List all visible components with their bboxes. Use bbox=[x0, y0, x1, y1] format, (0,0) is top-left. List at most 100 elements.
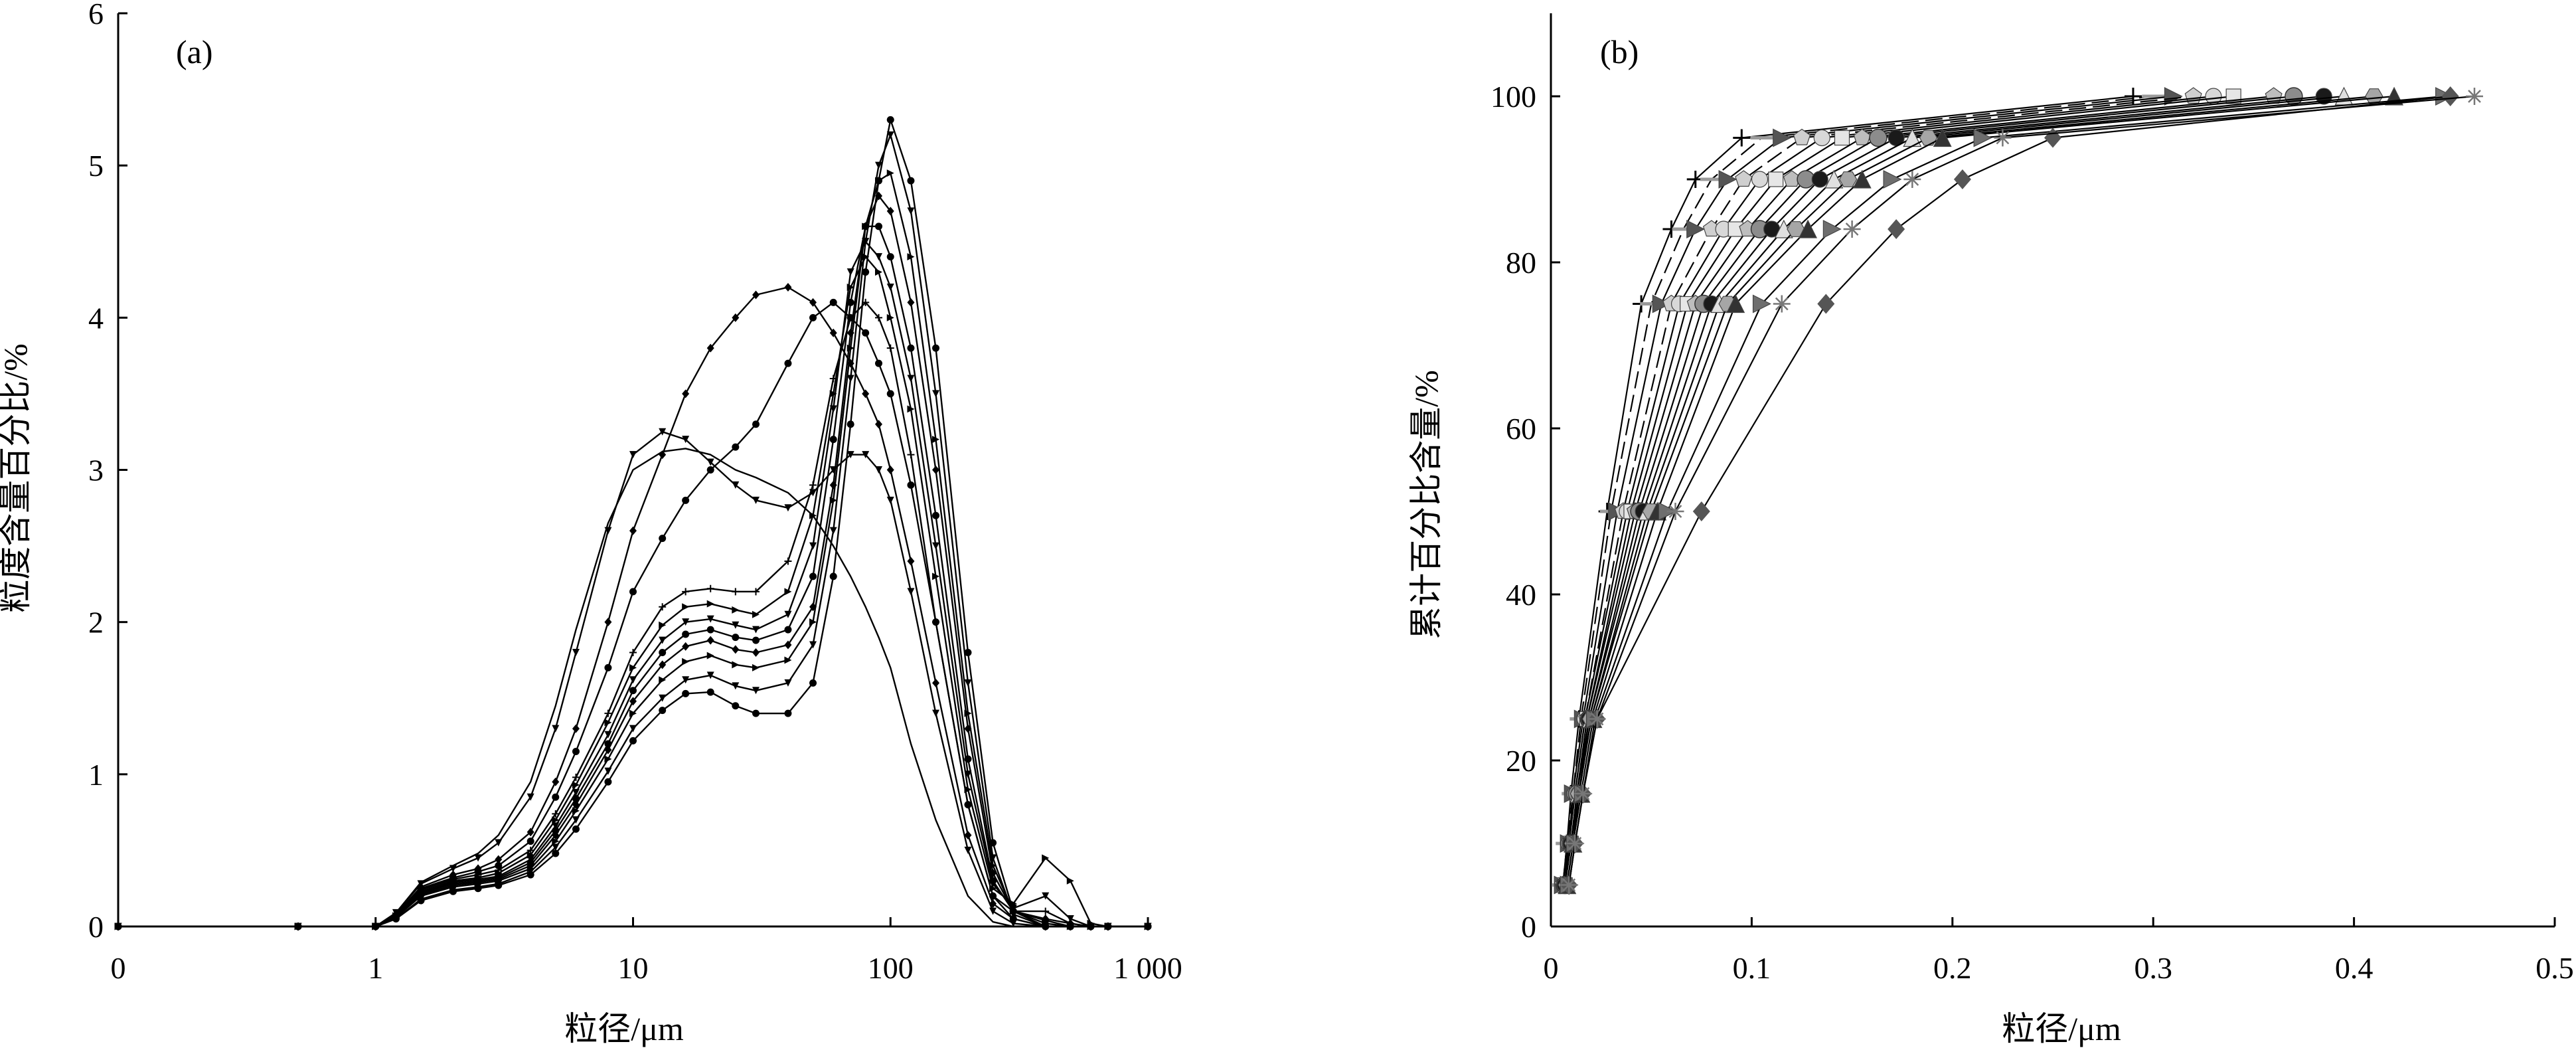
data-point bbox=[907, 207, 915, 215]
data-point bbox=[1773, 128, 1792, 147]
data-point bbox=[1009, 900, 1017, 908]
data-point bbox=[629, 526, 637, 535]
data-point bbox=[886, 116, 894, 124]
series-line bbox=[118, 286, 1148, 928]
data-point bbox=[886, 390, 894, 398]
data-point bbox=[809, 602, 817, 612]
data-point bbox=[886, 466, 894, 474]
panel-a: (a) 粒径/μm 粒度含量百分比/% 0 1 2 3 4 5 6 0 1 10 100 1 000 bbox=[0, 0, 1182, 1047]
data-point bbox=[886, 169, 894, 177]
data-point bbox=[989, 907, 997, 915]
data-point bbox=[706, 615, 714, 623]
data-point bbox=[1888, 219, 1905, 239]
data-point bbox=[682, 689, 690, 697]
data-point bbox=[682, 642, 690, 651]
series-line bbox=[1566, 95, 2395, 885]
data-point bbox=[1042, 917, 1050, 924]
data-point bbox=[752, 588, 760, 596]
data-point bbox=[552, 777, 560, 786]
data-point bbox=[629, 725, 637, 733]
data-point bbox=[907, 405, 915, 413]
data-point bbox=[1726, 294, 1745, 313]
data-point bbox=[809, 489, 817, 497]
data-point bbox=[1733, 129, 1751, 147]
data-point bbox=[875, 420, 883, 429]
data-point bbox=[907, 253, 915, 261]
data-point bbox=[846, 451, 854, 459]
series-8 bbox=[1556, 87, 2303, 895]
data-point bbox=[706, 466, 714, 474]
series-12 bbox=[1558, 86, 2404, 895]
data-point bbox=[875, 222, 883, 230]
y-tick-label: 80 bbox=[1506, 246, 1536, 280]
series-line bbox=[1562, 95, 2194, 885]
data-point bbox=[572, 788, 580, 796]
data-point bbox=[907, 481, 915, 489]
data-point bbox=[706, 636, 714, 645]
data-point bbox=[604, 719, 612, 727]
series-line bbox=[118, 240, 1148, 928]
data-point bbox=[752, 687, 760, 695]
panel-a-series bbox=[114, 116, 1152, 931]
data-point bbox=[1042, 854, 1050, 862]
data-point bbox=[886, 207, 894, 216]
data-point bbox=[875, 268, 883, 276]
series-13 bbox=[1560, 87, 2455, 895]
data-point bbox=[1652, 294, 1671, 313]
data-point bbox=[784, 679, 792, 687]
data-point bbox=[706, 626, 714, 634]
data-point bbox=[526, 828, 534, 837]
series-2 bbox=[1552, 94, 2165, 887]
data-point bbox=[1042, 892, 1050, 900]
data-point bbox=[1811, 171, 1828, 188]
data-point bbox=[784, 557, 792, 565]
data-point bbox=[572, 747, 580, 755]
x-tick-label: 0 bbox=[111, 951, 126, 985]
y-tick-label: 1 bbox=[88, 758, 104, 792]
data-point bbox=[964, 846, 972, 854]
series-12 bbox=[118, 448, 1148, 928]
data-point bbox=[495, 855, 503, 864]
data-point bbox=[659, 535, 667, 543]
data-point bbox=[862, 222, 870, 230]
series-6 bbox=[1557, 88, 2241, 893]
data-point bbox=[875, 359, 883, 367]
data-point bbox=[629, 737, 637, 745]
data-point bbox=[572, 649, 580, 656]
data-point bbox=[682, 436, 690, 444]
data-point bbox=[604, 740, 612, 748]
series-1 bbox=[1554, 88, 2142, 894]
series-line bbox=[1568, 95, 2475, 885]
data-point bbox=[964, 649, 972, 656]
data-point bbox=[846, 313, 854, 321]
data-point bbox=[932, 542, 940, 550]
data-point bbox=[552, 843, 560, 851]
series-line bbox=[1568, 95, 2451, 885]
data-point bbox=[932, 709, 940, 717]
data-point bbox=[706, 652, 714, 659]
data-point bbox=[784, 283, 792, 292]
data-point bbox=[809, 542, 817, 550]
data-point bbox=[495, 839, 503, 847]
series-11 bbox=[1558, 88, 2383, 893]
data-point bbox=[659, 660, 667, 669]
data-point bbox=[629, 649, 637, 656]
data-point bbox=[659, 694, 667, 702]
data-point bbox=[862, 238, 870, 246]
data-point bbox=[809, 641, 817, 649]
data-point bbox=[784, 504, 792, 512]
panel-a-label: (a) bbox=[176, 33, 213, 70]
x-tick-label: 0.1 bbox=[1733, 951, 1771, 985]
series-9 bbox=[1556, 88, 2332, 894]
series-line bbox=[1562, 95, 2154, 885]
data-point bbox=[907, 298, 915, 307]
data-point bbox=[784, 610, 792, 618]
data-point bbox=[732, 606, 740, 614]
data-point bbox=[862, 253, 870, 261]
series-8 bbox=[114, 298, 1152, 930]
data-point bbox=[1838, 171, 1858, 187]
data-point bbox=[862, 451, 870, 459]
data-point bbox=[829, 328, 837, 337]
data-point bbox=[732, 588, 740, 596]
data-point bbox=[932, 466, 940, 474]
